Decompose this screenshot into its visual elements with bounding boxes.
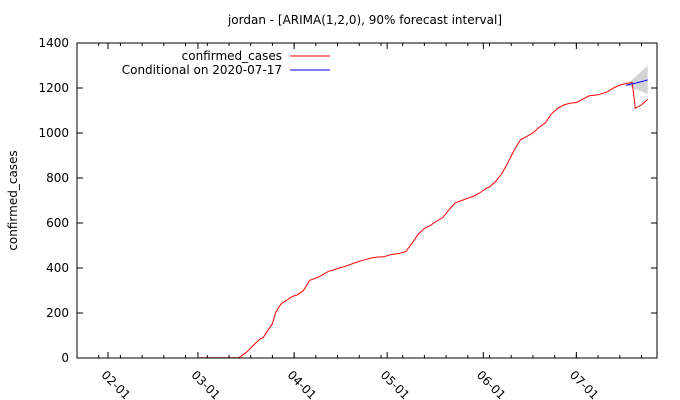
x-tick-label: 07-01 xyxy=(567,368,602,400)
plot-frame xyxy=(76,42,658,359)
legend-label: Conditional on 2020-07-17 xyxy=(122,63,282,77)
y-tick-label: 600 xyxy=(46,216,69,230)
y-tick-label: 200 xyxy=(46,306,69,320)
x-tick-label: 02-01 xyxy=(99,368,134,400)
x-tick-label: 06-01 xyxy=(474,368,509,400)
x-tick-label: 05-01 xyxy=(378,368,413,400)
y-tick-label: 1400 xyxy=(38,36,69,50)
y-axis-label: confirmed_cases xyxy=(6,150,20,250)
x-tick-label: 04-01 xyxy=(285,368,320,400)
legend-label: confirmed_cases xyxy=(182,49,282,63)
y-tick-label: 400 xyxy=(46,261,69,275)
forecast-interval-band xyxy=(626,65,648,95)
y-tick-label: 1200 xyxy=(38,81,69,95)
series-line-forecast xyxy=(625,79,648,86)
axes-layer: 0 200 400 600 800 1000 1200 1400 02-01 03-01 04-01… xyxy=(38,36,657,400)
forecast-interval-layer xyxy=(626,65,648,95)
series-layer xyxy=(77,79,649,359)
y-tick-label: 0 xyxy=(61,351,69,365)
x-tick-label: 03-01 xyxy=(189,368,224,400)
y-tick-label: 800 xyxy=(46,171,69,185)
y-tick-label: 1000 xyxy=(38,126,69,140)
series-line-confirmed-cases xyxy=(77,81,649,359)
chart-title: jordan - [ARIMA(1,2,0), 90% forecast int… xyxy=(227,13,502,27)
